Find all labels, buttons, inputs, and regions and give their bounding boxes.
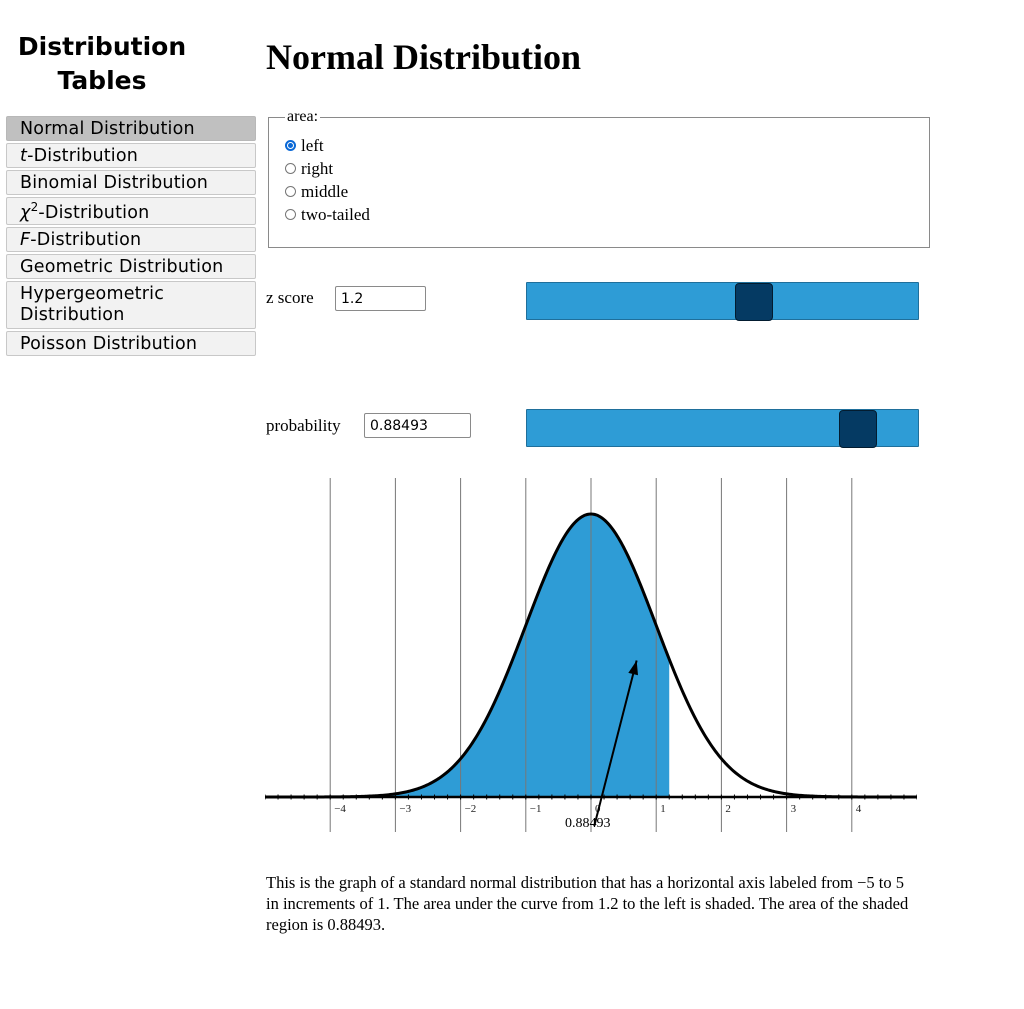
sidebar-item-hypergeometric[interactable]: Hypergeometric Distribution bbox=[6, 281, 256, 329]
radio-middle-button[interactable] bbox=[285, 186, 296, 197]
sidebar-item-symbol: χ bbox=[20, 203, 31, 223]
tick-label: −1 bbox=[530, 803, 542, 815]
radio-middle-label: middle bbox=[301, 181, 349, 201]
sidebar-item-binomial[interactable]: Binomial Distribution bbox=[6, 170, 256, 195]
sidebar-item-t[interactable]: t-Distribution bbox=[6, 143, 256, 168]
sidebar-item-label: -Distribution bbox=[30, 230, 142, 250]
radio-right[interactable]: right bbox=[285, 157, 913, 180]
radio-two-tailed-label: two-tailed bbox=[301, 204, 370, 224]
area-arrow-head bbox=[628, 660, 639, 676]
density-curve bbox=[265, 512, 917, 799]
tick-label: 3 bbox=[791, 803, 797, 815]
sidebar-item-label: Poisson Distribution bbox=[20, 334, 198, 354]
z-score-input[interactable] bbox=[335, 286, 426, 311]
sidebar-title-line2: Tables bbox=[57, 66, 147, 95]
page-title: Normal Distribution bbox=[266, 37, 581, 77]
radio-right-label: right bbox=[301, 158, 334, 178]
shaded-area bbox=[265, 514, 670, 797]
sidebar-nav: Normal Distribution t-Distribution Binom… bbox=[6, 116, 256, 358]
tick-label: 4 bbox=[856, 803, 862, 815]
sidebar-item-label: Normal Distribution bbox=[20, 119, 195, 139]
sidebar-item-f[interactable]: F-Distribution bbox=[6, 227, 256, 252]
tick-label: 2 bbox=[725, 803, 731, 815]
area-value-label: 0.88493 bbox=[565, 816, 611, 831]
probability-slider-thumb[interactable] bbox=[839, 410, 877, 448]
sidebar-item-label: Hypergeometric Distribution bbox=[20, 284, 165, 325]
sidebar-item-symbol: t bbox=[20, 146, 28, 166]
sidebar-item-superscript: 2 bbox=[30, 200, 39, 215]
radio-right-button[interactable] bbox=[285, 163, 296, 174]
sidebar-item-normal[interactable]: Normal Distribution bbox=[6, 116, 256, 141]
tick-label: 1 bbox=[660, 803, 666, 815]
probability-slider[interactable] bbox=[526, 409, 919, 448]
radio-two-tailed[interactable]: two-tailed bbox=[285, 203, 913, 226]
normal-distribution-chart: −4−3−2−1012340.88493 bbox=[265, 478, 917, 832]
sidebar-item-label: -Distribution bbox=[27, 146, 139, 166]
area-arrow bbox=[593, 660, 638, 827]
z-score-label: z score bbox=[266, 288, 314, 307]
probability-input[interactable] bbox=[364, 413, 471, 438]
z-score-slider-thumb[interactable] bbox=[735, 283, 773, 321]
sidebar-item-poisson[interactable]: Poisson Distribution bbox=[6, 331, 256, 356]
radio-left-label: left bbox=[301, 135, 324, 155]
area-fieldset: area: left right middle two-tailed bbox=[268, 108, 930, 248]
radio-left-button[interactable] bbox=[285, 140, 296, 151]
tick-label: −4 bbox=[334, 803, 346, 815]
sidebar-item-label: Binomial Distribution bbox=[20, 173, 209, 193]
radio-two-tailed-button[interactable] bbox=[285, 209, 296, 220]
probability-label: probability bbox=[266, 416, 341, 435]
sidebar-item-label: -Distribution bbox=[38, 203, 150, 223]
z-score-slider[interactable] bbox=[526, 282, 919, 321]
chart-description: This is the graph of a standard normal d… bbox=[266, 873, 909, 934]
sidebar-item-symbol: F bbox=[20, 230, 31, 250]
sidebar-item-label: Geometric Distribution bbox=[20, 257, 224, 277]
sidebar-title-line1: Distribution bbox=[17, 32, 187, 61]
sidebar-title: Distribution Tables bbox=[4, 30, 200, 98]
tick-label: −3 bbox=[399, 803, 411, 815]
radio-left[interactable]: left bbox=[285, 134, 913, 157]
tick-label: −2 bbox=[465, 803, 477, 815]
sidebar-item-geometric[interactable]: Geometric Distribution bbox=[6, 254, 256, 279]
area-legend: area: bbox=[287, 108, 319, 125]
radio-middle[interactable]: middle bbox=[285, 180, 913, 203]
sidebar-item-chi-square[interactable]: χ2-Distribution bbox=[6, 197, 256, 225]
